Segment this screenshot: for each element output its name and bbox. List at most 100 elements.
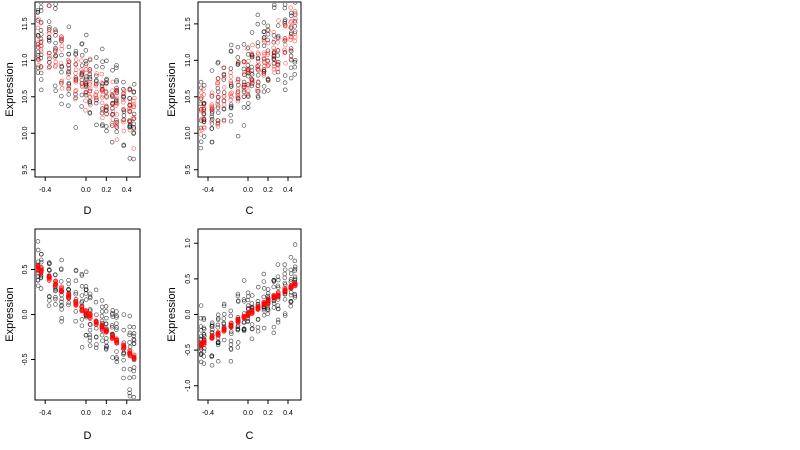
data-point bbox=[288, 53, 294, 59]
x-tick-label: -0.4 bbox=[202, 187, 214, 194]
data-point bbox=[104, 336, 109, 341]
fitted-point bbox=[282, 287, 288, 293]
data-point bbox=[104, 124, 109, 129]
fitted-point bbox=[246, 58, 251, 64]
fitted-point bbox=[265, 40, 271, 46]
data-point bbox=[38, 3, 44, 5]
data-point bbox=[255, 43, 261, 49]
fitted-point bbox=[288, 48, 293, 53]
data-point bbox=[282, 38, 288, 44]
data-point bbox=[201, 134, 207, 139]
fitted-point bbox=[199, 132, 204, 137]
data-point bbox=[131, 331, 137, 336]
fitted-point bbox=[59, 79, 64, 85]
data-point bbox=[66, 71, 71, 76]
data-point bbox=[99, 313, 105, 319]
data-point bbox=[104, 343, 109, 349]
fitted-point bbox=[282, 36, 288, 41]
data-point bbox=[261, 294, 266, 300]
data-point bbox=[235, 293, 241, 299]
data-point bbox=[261, 29, 267, 35]
data-point bbox=[79, 345, 85, 350]
data-point bbox=[201, 331, 207, 337]
data-point bbox=[199, 85, 204, 91]
data-point bbox=[255, 324, 261, 330]
x-tick-label: -0.4 bbox=[39, 410, 51, 417]
data-point bbox=[241, 278, 247, 283]
fitted-point bbox=[87, 80, 93, 85]
fitted-point bbox=[53, 29, 58, 35]
fitted-point bbox=[255, 79, 261, 84]
data-point bbox=[256, 284, 261, 290]
data-point bbox=[110, 311, 115, 316]
data-point bbox=[201, 83, 207, 88]
fitted-point bbox=[110, 334, 116, 340]
data-point bbox=[221, 337, 227, 343]
fitted-point bbox=[73, 57, 79, 62]
data-point bbox=[275, 23, 281, 28]
data-point bbox=[39, 87, 44, 93]
fitted-point bbox=[38, 270, 44, 276]
data-point bbox=[127, 340, 132, 345]
data-point bbox=[66, 44, 72, 50]
data-point bbox=[38, 273, 44, 278]
data-point bbox=[288, 75, 294, 81]
x-axis-label: D bbox=[84, 205, 92, 217]
chart-panel: -0.4 0.0 0.2 0.4 9.5 10.0 10.5 11.0 11.5 C Express… bbox=[166, 1, 302, 217]
fitted-point bbox=[255, 63, 260, 69]
fitted-point bbox=[46, 65, 52, 71]
fitted-point bbox=[114, 112, 120, 117]
data-point bbox=[110, 67, 115, 73]
data-point bbox=[288, 277, 294, 282]
data-point bbox=[222, 311, 227, 317]
data-point bbox=[131, 374, 137, 380]
data-point bbox=[265, 293, 270, 299]
x-tick-label: 0.0 bbox=[81, 410, 91, 417]
data-point bbox=[73, 52, 78, 57]
data-point bbox=[83, 48, 89, 53]
y-tick-label: 10.0 bbox=[185, 126, 192, 140]
data-point bbox=[289, 10, 294, 16]
data-point bbox=[47, 267, 52, 273]
data-point bbox=[235, 340, 241, 345]
data-point bbox=[272, 5, 277, 10]
data-point bbox=[127, 324, 132, 330]
data-point bbox=[249, 293, 255, 298]
data-point bbox=[104, 128, 109, 134]
data-point bbox=[282, 311, 288, 316]
data-point bbox=[66, 277, 71, 283]
data-point bbox=[288, 255, 294, 260]
fitted-point bbox=[87, 95, 93, 100]
x-tick-label: 0.4 bbox=[122, 187, 132, 194]
fitted-point bbox=[36, 55, 41, 60]
data-point bbox=[66, 24, 72, 30]
fitted-point bbox=[255, 83, 260, 89]
fitted-point bbox=[127, 109, 133, 115]
data-point bbox=[93, 334, 99, 340]
fitted-point bbox=[104, 81, 109, 86]
fitted-point bbox=[114, 95, 120, 101]
fitted-point bbox=[88, 86, 93, 92]
fitted-point bbox=[265, 78, 271, 83]
data-point bbox=[249, 336, 255, 342]
y-tick-label: 0.0 bbox=[22, 310, 29, 320]
fitted-point bbox=[242, 72, 247, 78]
fitted-point bbox=[103, 108, 109, 113]
fitted-point bbox=[93, 83, 99, 89]
data-point bbox=[38, 52, 44, 58]
data-point bbox=[236, 82, 241, 88]
data-point bbox=[59, 36, 64, 42]
data-point bbox=[103, 346, 109, 351]
data-point bbox=[249, 305, 255, 311]
fitted-point bbox=[275, 61, 280, 67]
data-point bbox=[94, 73, 99, 78]
fitted-point bbox=[131, 99, 136, 104]
fitted-point bbox=[36, 263, 41, 268]
data-point bbox=[121, 312, 127, 317]
fitted-point bbox=[121, 88, 127, 94]
fitted-point bbox=[121, 119, 126, 125]
data-point bbox=[282, 262, 287, 267]
fitted-point bbox=[127, 127, 133, 133]
fitted-point bbox=[272, 57, 277, 63]
y-tick-label: 10.5 bbox=[22, 90, 29, 104]
